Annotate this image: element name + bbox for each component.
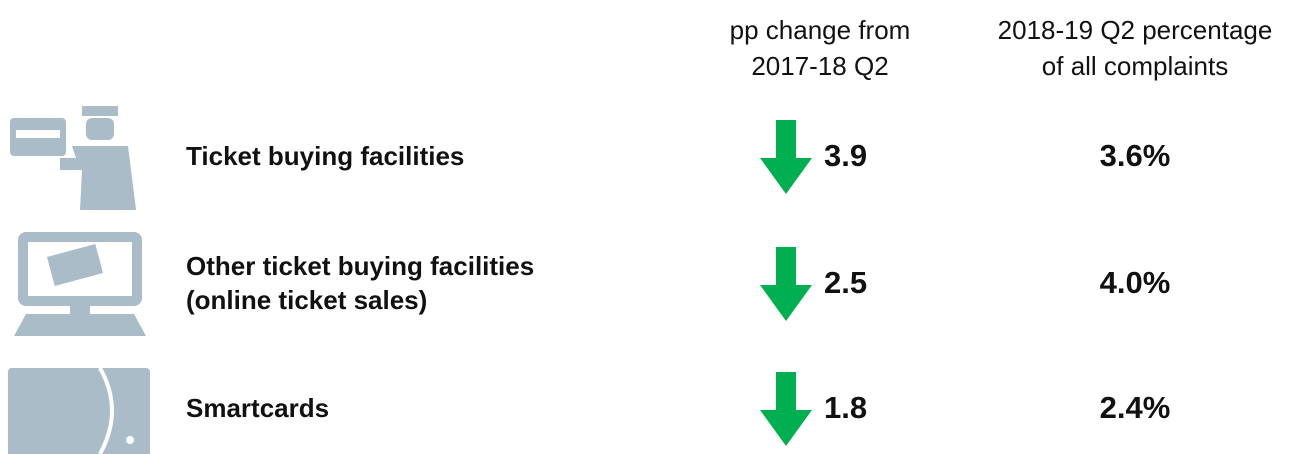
smartcard-icon xyxy=(8,367,150,454)
down-arrow xyxy=(760,247,812,321)
column-header: 2017-18 Q2 xyxy=(751,51,888,81)
row-label: Other ticket buying facilities xyxy=(186,251,534,281)
ticket-clerk-icon xyxy=(10,106,136,210)
computer-icon xyxy=(14,232,146,336)
pp-change: 1.8 xyxy=(824,390,867,425)
down-arrow xyxy=(760,372,812,446)
column-header: 2018-19 Q2 percentage xyxy=(998,15,1273,45)
percentage: 2.4% xyxy=(1100,390,1171,425)
pp-change: 2.5 xyxy=(824,265,867,300)
down-arrow xyxy=(760,120,812,194)
percentage: 3.6% xyxy=(1100,138,1171,173)
pp-change: 3.9 xyxy=(824,138,867,173)
column-header: pp change from xyxy=(730,15,911,45)
percentage: 4.0% xyxy=(1100,265,1171,300)
column-header: of all complaints xyxy=(1042,51,1228,81)
row-label: (online ticket sales) xyxy=(186,285,427,315)
row-label: Smartcards xyxy=(186,393,329,423)
row-label: Ticket buying facilities xyxy=(186,141,464,171)
